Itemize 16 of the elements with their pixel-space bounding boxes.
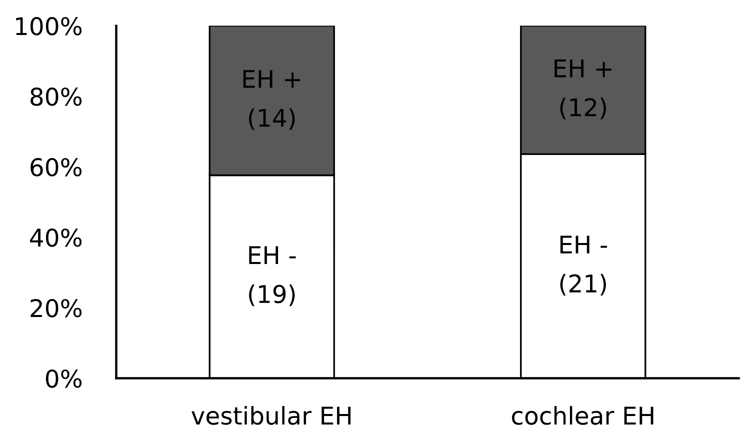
y-tick-label: 0% <box>46 369 82 388</box>
y-tick-label: 20% <box>30 298 82 318</box>
x-tick-label: vestibular EH <box>192 406 351 425</box>
x-tick-label: cochlear EH <box>512 406 654 425</box>
y-tick-label: 40% <box>30 228 82 247</box>
text: EH + <box>243 70 300 88</box>
y-tick-label: 60% <box>30 158 82 176</box>
y-tick-label: 80% <box>30 87 82 106</box>
annotation: (19) <box>249 284 295 306</box>
annotation: (21) <box>560 274 606 296</box>
y-tick-label: 100% <box>16 17 82 36</box>
series-label: EH - <box>249 246 296 264</box>
series-label: EH + <box>554 59 612 78</box>
annotation: (14) <box>249 108 295 130</box>
annotation: (12) <box>560 98 606 120</box>
text: EH - <box>560 236 608 254</box>
